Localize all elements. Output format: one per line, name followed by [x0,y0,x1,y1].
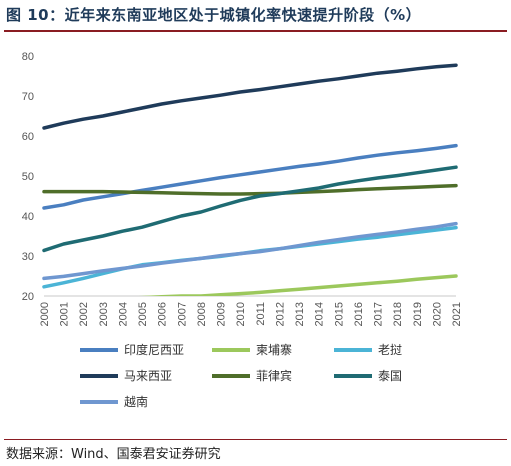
y-tick-label: 40 [22,211,34,223]
legend-label: 越南 [124,394,148,409]
x-tick-label: 2019 [412,302,424,326]
y-tick-label: 20 [22,291,34,303]
x-tick-label: 2012 [274,302,286,326]
x-tick-label: 2021 [451,302,463,326]
chart-title: 图 10：近年来东南亚地区处于城镇化率快速提升阶段（%） [6,6,422,24]
x-tick-label: 2014 [314,302,326,326]
series-line-越南 [42,221,458,281]
x-axis: 2000 2001 2002 2003 2004 2005 2006 2007 2008 2009… [39,295,463,326]
x-tick-label: 2017 [373,302,385,326]
y-tick-label: 50 [22,171,34,183]
series-line-泰国 [42,165,458,253]
x-tick-label: 2013 [294,302,306,326]
x-tick-label: 2007 [176,302,188,326]
series-line-印度尼西亚 [42,143,458,210]
x-tick-label: 2005 [137,302,149,326]
series-line-马来西亚 [42,63,458,130]
legend-label: 柬埔寨 [256,342,292,357]
x-tick-label: 2020 [431,302,443,326]
legend-label: 老挝 [378,343,402,357]
series-line-菲律宾 [42,183,458,196]
x-tick-label: 2011 [255,302,267,326]
y-tick-label: 30 [22,251,34,263]
x-tick-label: 2000 [39,302,51,326]
x-tick-label: 2018 [392,302,404,326]
plot-area [42,63,458,296]
x-tick-label: 2001 [59,302,71,326]
x-tick-label: 2008 [196,302,208,326]
y-axis: 20 30 40 50 60 70 80 [22,51,34,303]
x-tick-label: 2006 [157,302,169,326]
legend-label: 马来西亚 [124,369,172,383]
title-divider [4,30,507,32]
y-tick-label: 80 [22,51,34,63]
x-tick-label: 2016 [353,302,365,326]
x-tick-label: 2015 [333,302,345,326]
x-tick-label: 2009 [216,302,228,326]
source-note: 数据来源：Wind、国泰君安证券研究 [6,447,221,462]
x-tick-label: 2010 [235,302,247,326]
legend-label: 菲律宾 [256,368,292,383]
y-tick-label: 60 [22,131,34,143]
x-tick-label: 2004 [117,302,129,326]
legend-label: 泰国 [378,369,402,383]
x-tick-label: 2002 [78,302,90,326]
series-line-柬埔寨 [138,274,458,296]
legend-label: 印度尼西亚 [124,342,184,357]
footer-divider [4,439,507,440]
x-tick-label: 2003 [98,302,110,326]
y-tick-label: 70 [22,91,34,103]
